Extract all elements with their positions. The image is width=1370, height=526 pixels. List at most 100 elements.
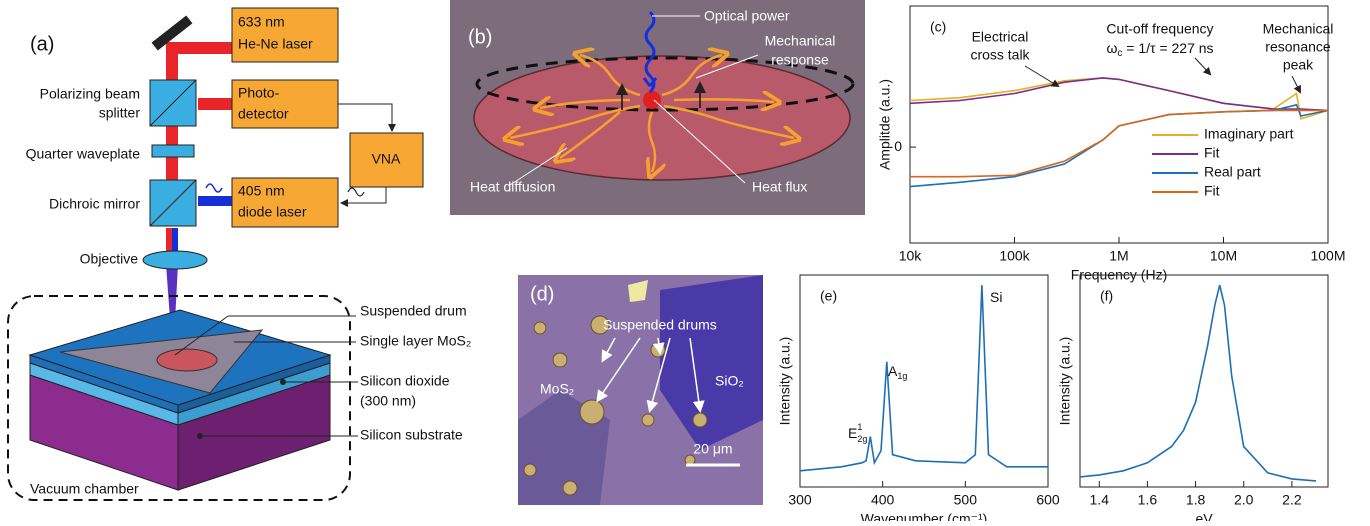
circle [651,343,665,357]
label: splitter [99,105,141,121]
legend-label: Fit [1204,145,1220,161]
signal-arrow [342,187,386,203]
panel-b: (b) Optical power Mechanical response He… [450,0,865,215]
x-axis-label: Wavenumber (cm⁻¹) [861,511,988,521]
membrane [474,56,850,180]
legend-label: Fit [1204,183,1220,199]
series-line [910,110,1328,176]
x-tick-label: 600 [1036,492,1060,508]
series-line [910,105,1328,187]
x-tick-label: 1.4 [1090,492,1110,508]
box-text: Photo- [238,85,280,101]
y-axis-label: Amplitde (a.u.) [877,79,893,170]
objective-lens [143,251,207,269]
label: Silicon substrate [360,427,463,443]
panel-label: (c) [930,19,946,35]
box-text: He-Ne laser [238,36,313,52]
panel-a: (a) 633 nm He-Ne laser Photo- detector V… [8,8,471,500]
x-tick-label: 1.6 [1138,492,1158,508]
modulation [206,184,222,192]
label: Suspended drum [360,303,467,319]
x-tick-label: 300 [788,492,812,508]
x-tick-label: 1.8 [1186,492,1206,508]
y-axis-label: Intensity (a.u.) [777,337,793,426]
blue-beam [198,196,234,206]
panel-label: (e) [820,288,837,304]
annotation: peak [1283,57,1314,73]
annotation-arrow [1195,58,1210,74]
dot [280,379,286,385]
label: response [771,52,829,68]
label: Dichroic mirror [49,196,140,212]
box-text: 405 nm [238,183,285,199]
box-text: VNA [372,151,401,167]
subscript: 2g [857,434,867,444]
x-tick-label: 100M [1310,248,1345,264]
drum [157,349,217,371]
modulation [348,188,364,196]
heat-spot [643,91,661,109]
legend-label: Real part [1204,164,1261,180]
waveplate [152,145,194,157]
x-tick-label: 10k [899,248,923,264]
label: Vacuum chamber [30,481,139,497]
circle [524,464,536,476]
y-tick-label: 0 [894,138,902,154]
red-beam [198,98,234,110]
label: SiO₂ [715,373,744,389]
annotation: Cut-off frequency [1106,21,1213,37]
panel-d: (d) Suspended drums MoS₂ SiO₂ 20 μm [518,275,763,505]
subscript: 1g [897,371,907,381]
x-tick-label: 2.0 [1234,492,1254,508]
panel-label: (d) [530,283,554,305]
series-line [800,285,1048,471]
circle [580,400,604,424]
annotation: resonance [1265,39,1331,55]
x-tick-label: 10M [1210,248,1237,264]
panel-label: (f) [1100,288,1113,304]
circle [693,413,707,427]
x-tick-label: 2.2 [1282,492,1302,508]
y-axis-label: Intensity (a.u.) [1057,337,1073,426]
x-tick-label: 1M [1109,248,1128,264]
peak-label: Si [990,289,1002,305]
circle [563,481,577,495]
label: Quarter waveplate [26,146,141,162]
label: Heat diffusion [470,179,555,195]
plot-frame [800,275,1048,487]
figure: (a) 633 nm He-Ne laser Photo- detector V… [0,0,1370,521]
series-line [1080,285,1316,481]
x-tick-label: 500 [954,492,978,508]
annotation: cross talk [970,47,1030,63]
annotation: Electrical [972,29,1029,45]
series-line [910,78,1328,111]
circle [553,353,567,367]
box-text: detector [238,106,289,122]
panel-label: (b) [468,26,492,48]
annotation: ωc = 1/τ = 227 ns [1106,40,1213,59]
annotation-arrow [1292,76,1300,92]
chart: 300 400 500 600 Wavenumber (cm⁻¹) Intensity (… [777,275,1060,521]
plot-frame [1080,275,1328,487]
label: Heat flux [752,179,807,195]
text: Si [990,289,1002,305]
symbol: ω [1106,40,1117,56]
scale-text: 20 μm [693,441,732,457]
x-tick-label: 400 [871,492,895,508]
x-axis-label: eV [1195,511,1213,521]
label: MoS₂ [540,381,574,397]
label: Single layer MoS₂ [360,333,471,349]
box-text: diode laser [238,204,307,220]
label: Objective [80,251,139,267]
page: (a) 633 nm He-Ne laser Photo- detector V… [0,0,1370,521]
dot [197,433,203,439]
text: = 1/τ = 227 ns [1122,40,1213,56]
box-text: 633 nm [238,14,285,30]
circle [642,414,654,426]
legend-label: Imaginary part [1204,126,1294,142]
label: Mechanical [765,33,836,49]
label: Suspended drums [603,317,717,333]
label: Optical power [704,8,790,24]
label: Polarizing beam [40,86,140,102]
